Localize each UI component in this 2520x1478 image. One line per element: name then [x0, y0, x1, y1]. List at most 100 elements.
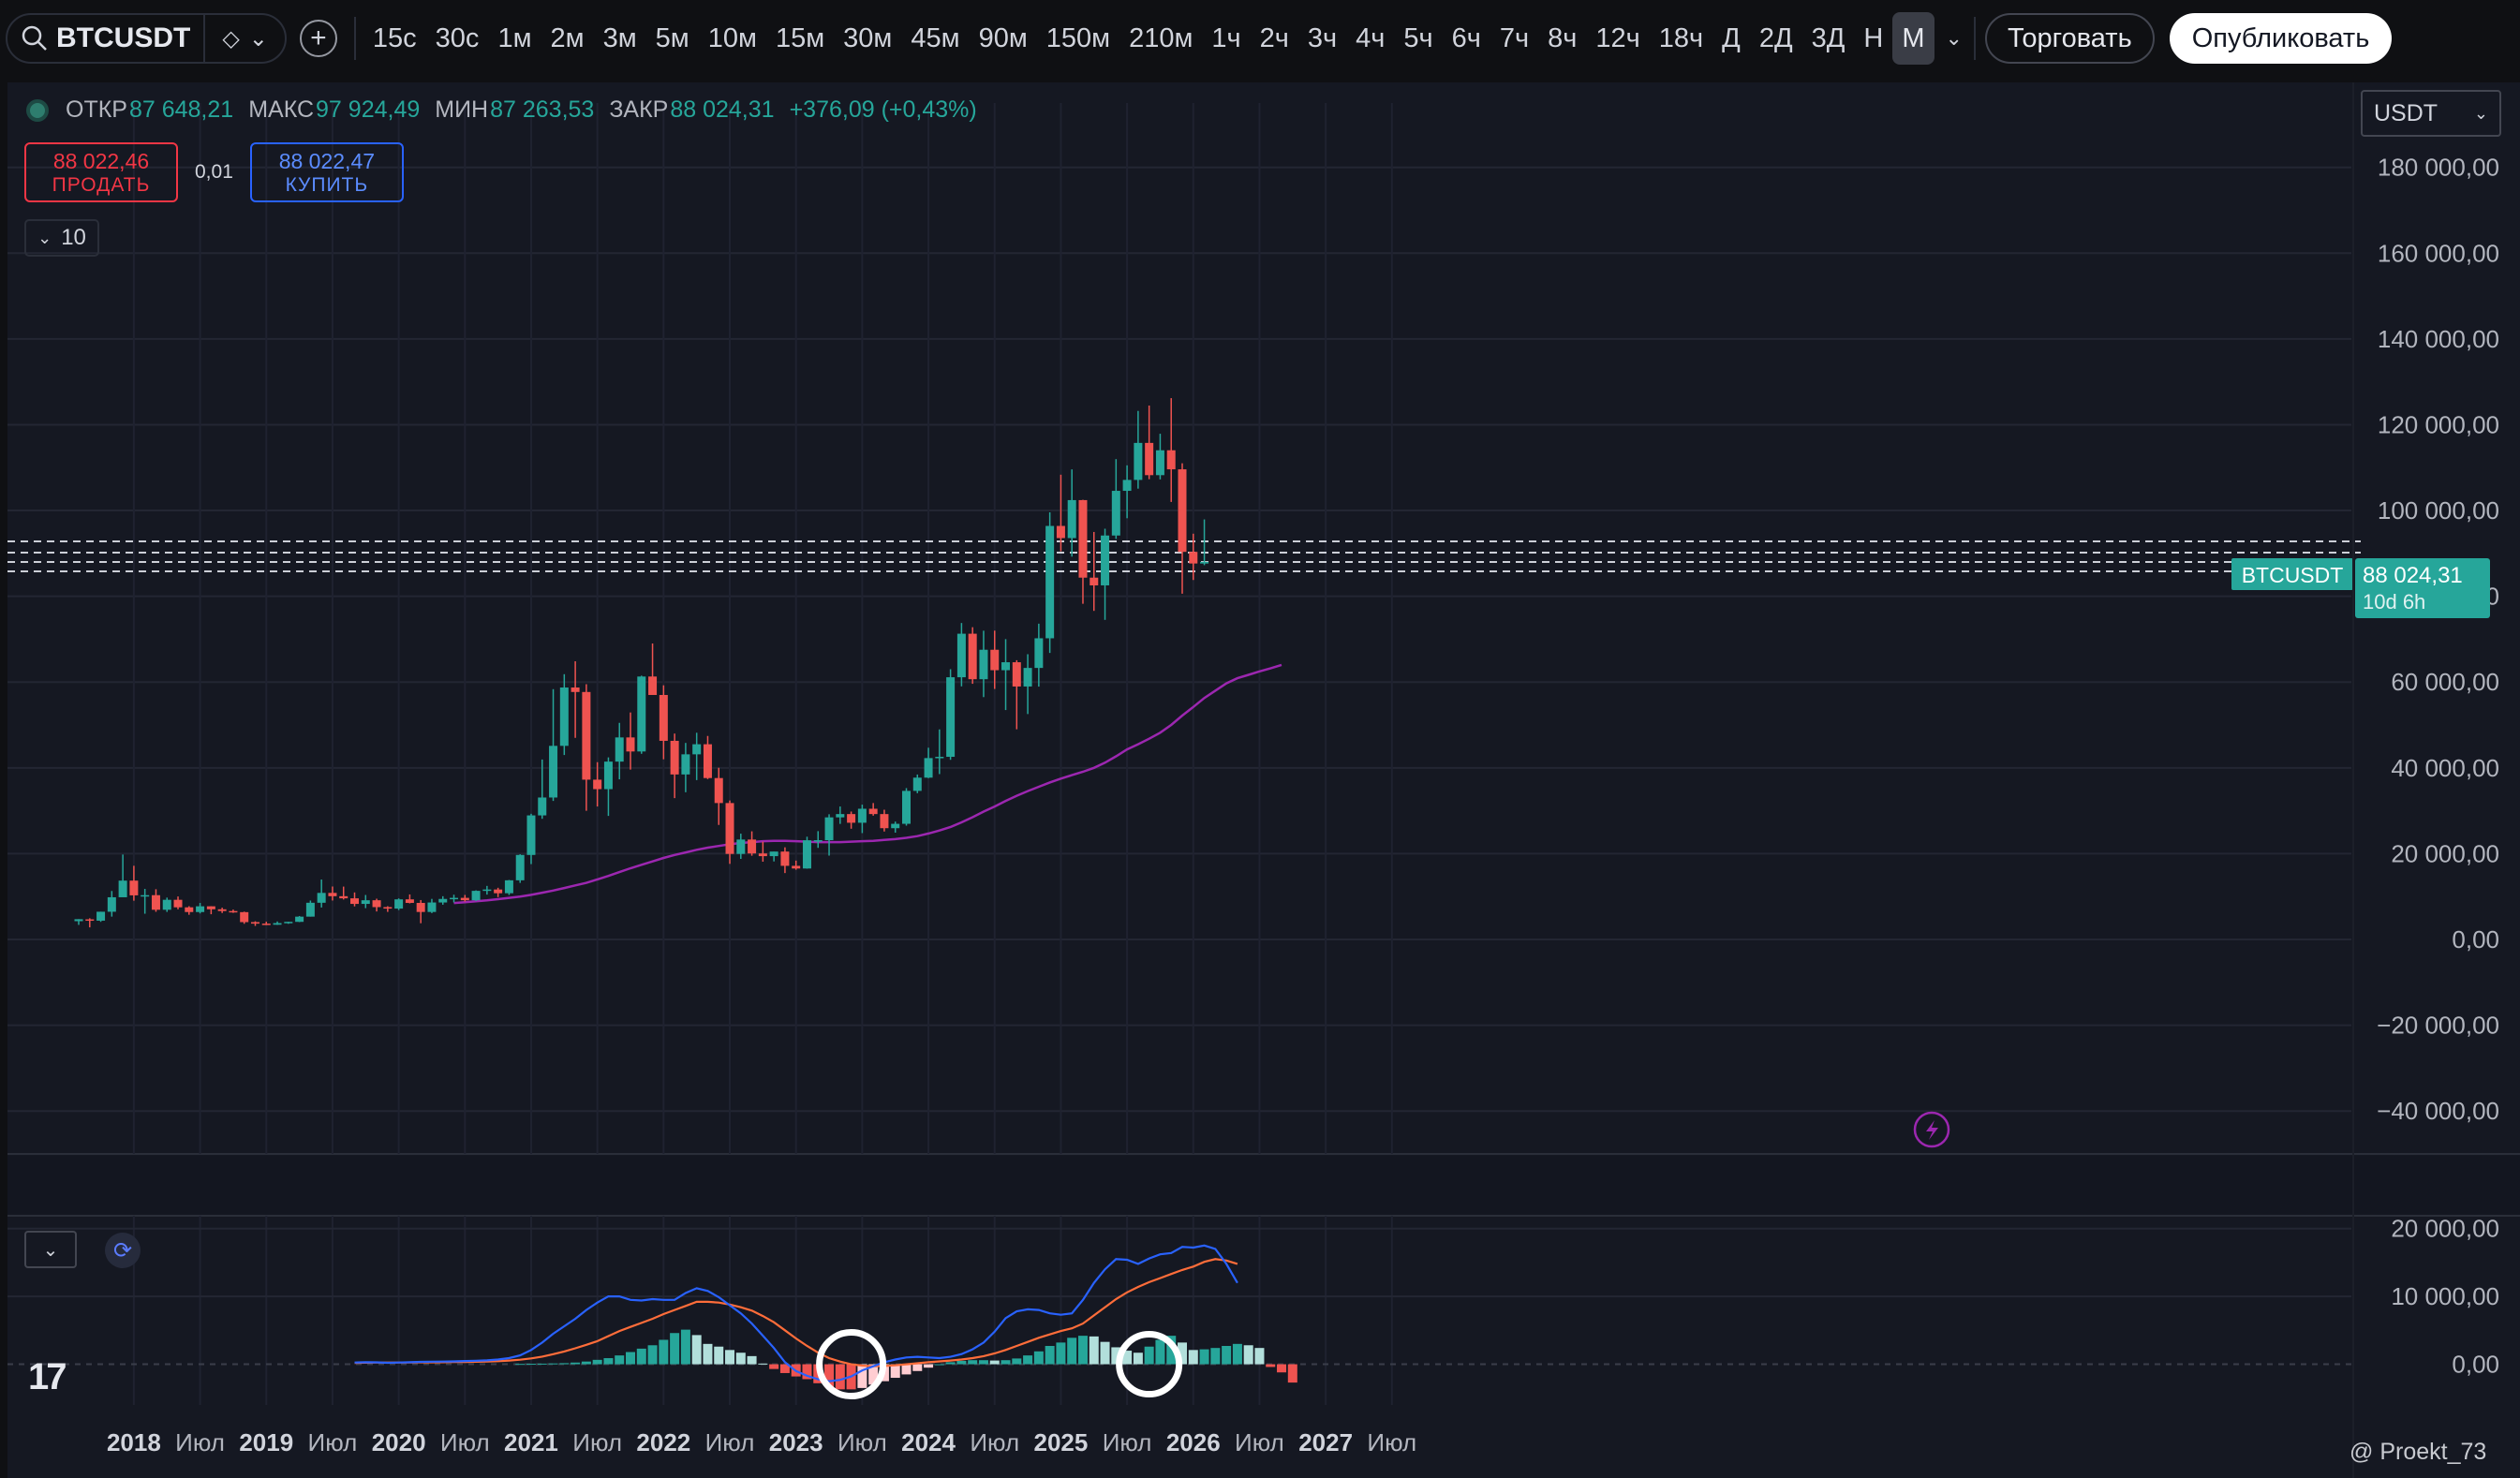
- candle-body: [1090, 577, 1099, 585]
- candle-body: [339, 895, 348, 899]
- macd-line: [354, 1244, 1238, 1382]
- refresh-icon[interactable]: ⟳: [105, 1233, 141, 1268]
- macd-y-tick-label: 20 000,00: [2391, 1215, 2499, 1243]
- macd-histogram-bar: [802, 1364, 812, 1380]
- candle: [857, 805, 867, 834]
- candle-body: [1166, 450, 1176, 470]
- sell-button[interactable]: 88 022,46 ПРОДАТЬ: [24, 142, 178, 202]
- timeframe-13[interactable]: 1ч: [1211, 22, 1241, 53]
- y-tick-label: 40 000,00: [2391, 754, 2499, 782]
- compare-add-button[interactable]: +: [299, 20, 337, 57]
- candle-body: [1023, 668, 1032, 687]
- spread-value: 0,01: [195, 161, 233, 183]
- timeframe-1[interactable]: 30с: [435, 22, 480, 53]
- candle-body: [173, 899, 183, 908]
- timeframe-9[interactable]: 45м: [911, 22, 960, 53]
- lightning-icon-bolt: [1926, 1120, 1938, 1140]
- timeframe-16[interactable]: 4ч: [1356, 22, 1386, 53]
- candle: [626, 712, 635, 770]
- x-tick-label: Июл: [1235, 1428, 1284, 1456]
- candle: [549, 688, 558, 802]
- macd-histogram-bar: [626, 1352, 635, 1365]
- timeframe-24[interactable]: 2Д: [1758, 22, 1793, 53]
- candle: [129, 865, 139, 901]
- macd-histogram-bar: [934, 1364, 944, 1366]
- macd-histogram-bar: [1012, 1358, 1022, 1365]
- macd-histogram-bar: [924, 1364, 934, 1368]
- indicators-toggle[interactable]: ⌄ 10: [24, 219, 99, 257]
- change-value: +376,09 (+0,43%): [789, 96, 977, 123]
- macd-histogram-bar: [559, 1363, 570, 1365]
- publish-button[interactable]: Опубликовать: [2169, 13, 2393, 64]
- candle: [1189, 533, 1198, 581]
- timeframe-more-chevron-icon[interactable]: ⌄: [1945, 26, 1963, 50]
- trade-button[interactable]: Торговать: [1984, 13, 2155, 64]
- diamond-icon[interactable]: ◇ ⌄: [222, 25, 268, 52]
- timeframe-2[interactable]: 1м: [497, 22, 532, 53]
- symbol-search[interactable]: BTCUSDT ◇ ⌄: [6, 13, 287, 64]
- author-watermark: @ Proekt_73: [2350, 1439, 2487, 1465]
- candle: [107, 891, 116, 917]
- macd-histogram-bar: [1033, 1351, 1044, 1365]
- buy-button[interactable]: 88 022,47 КУПИТЬ: [249, 142, 404, 202]
- timeframe-10[interactable]: 90м: [978, 22, 1028, 53]
- timeframe-27[interactable]: М: [1892, 12, 1934, 65]
- candle: [1122, 465, 1132, 519]
- macd-histogram-bar: [1045, 1346, 1055, 1365]
- candle-body: [295, 916, 304, 923]
- candle: [118, 854, 127, 897]
- timeframe-21[interactable]: 12ч: [1595, 22, 1640, 53]
- candle-body: [802, 840, 811, 869]
- timeframe-17[interactable]: 5ч: [1403, 22, 1433, 53]
- symbol-field[interactable]: BTCUSDT: [7, 15, 206, 62]
- timeframe-19[interactable]: 7ч: [1499, 22, 1530, 53]
- candle: [250, 921, 259, 926]
- tradingview-logo: 17: [28, 1356, 67, 1397]
- candle-body: [603, 761, 613, 790]
- candle: [74, 919, 83, 925]
- macd-histogram-bar: [747, 1355, 757, 1365]
- timeframe-0[interactable]: 15с: [372, 22, 417, 53]
- candle-body: [758, 853, 767, 857]
- visibility-dot-icon[interactable]: [26, 98, 49, 122]
- candle-body: [979, 649, 988, 680]
- timeframe-8[interactable]: 30м: [843, 22, 893, 53]
- timeframe-26[interactable]: Н: [1863, 22, 1884, 53]
- x-tick-label: Июл: [440, 1428, 490, 1456]
- timeframe-5[interactable]: 5м: [655, 22, 689, 53]
- candle-body: [891, 823, 900, 829]
- timeframe-11[interactable]: 150м: [1045, 22, 1111, 53]
- candle-body: [924, 758, 933, 778]
- chart-pane[interactable]: [7, 82, 2520, 1478]
- open-value: 87 648,21: [128, 96, 234, 123]
- timeframe-18[interactable]: 6ч: [1451, 22, 1481, 53]
- lightning-icon: [1913, 1111, 1950, 1148]
- timeframe-12[interactable]: 210м: [1129, 22, 1193, 53]
- chevron-down-icon: ⌄: [37, 228, 52, 247]
- candle: [836, 806, 845, 824]
- timeframe-3[interactable]: 2м: [550, 22, 585, 53]
- candle: [416, 899, 425, 924]
- candle: [659, 685, 668, 760]
- candle: [703, 735, 712, 779]
- macd-histogram-bar: [636, 1348, 646, 1365]
- timeframe-4[interactable]: 3м: [602, 22, 637, 53]
- timeframe-25[interactable]: 3Д: [1811, 22, 1846, 53]
- timeframe-6[interactable]: 10м: [707, 22, 757, 53]
- timeframe-14[interactable]: 2ч: [1259, 22, 1289, 53]
- macd-histogram-bar: [571, 1362, 581, 1365]
- timeframe-22[interactable]: 18ч: [1658, 22, 1704, 53]
- macd-collapse-button[interactable]: ⌄: [24, 1231, 77, 1268]
- timeframe-15[interactable]: 3ч: [1307, 22, 1338, 53]
- timeframe-20[interactable]: 8ч: [1548, 22, 1578, 53]
- x-tick-label: Июл: [308, 1428, 358, 1456]
- timeframe-23[interactable]: Д: [1722, 22, 1741, 53]
- candle: [394, 898, 404, 910]
- moving-average-line: [453, 663, 1282, 905]
- currency-select[interactable]: USDT ⌄: [2361, 90, 2501, 137]
- candle: [85, 918, 95, 928]
- candle-body: [813, 840, 823, 842]
- timeframe-7[interactable]: 15м: [775, 22, 825, 53]
- price-badge-bg: [2355, 558, 2490, 618]
